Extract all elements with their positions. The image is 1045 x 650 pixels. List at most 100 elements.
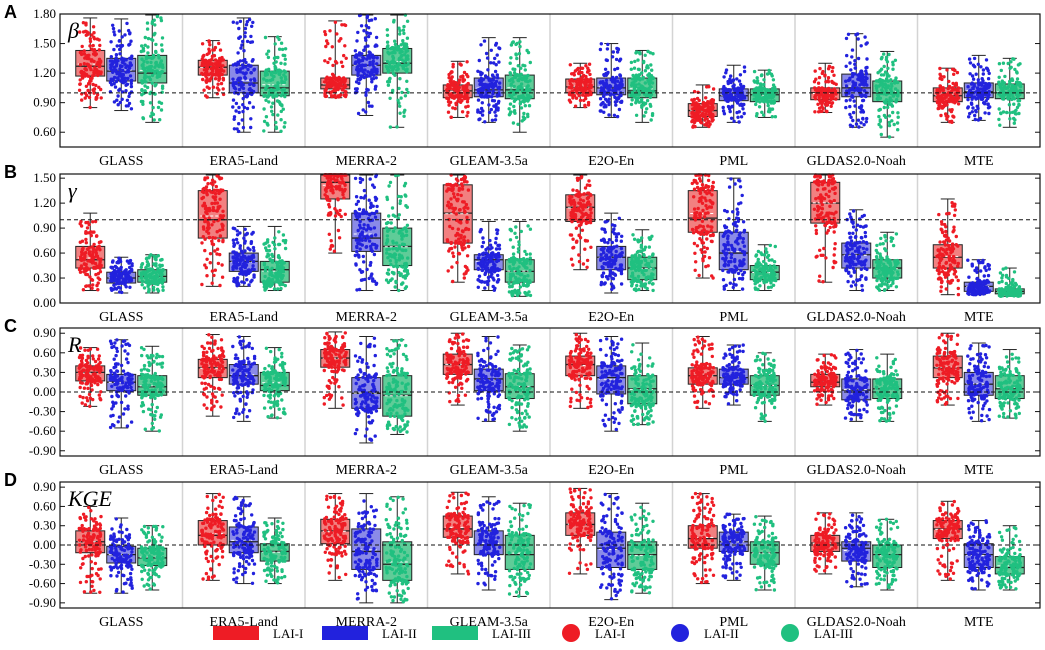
scatter-point bbox=[952, 115, 956, 119]
scatter-point bbox=[614, 88, 618, 92]
scatter-point bbox=[238, 70, 242, 74]
scatter-point bbox=[111, 70, 115, 75]
scatter-point bbox=[279, 118, 283, 122]
scatter-point bbox=[890, 104, 895, 108]
scatter-point bbox=[367, 276, 371, 281]
scatter-point bbox=[245, 39, 250, 44]
scatter-point bbox=[327, 85, 332, 89]
scatter-point bbox=[389, 221, 393, 225]
scatter-point bbox=[82, 267, 86, 271]
scatter-point bbox=[147, 55, 151, 60]
scatter-point bbox=[368, 60, 372, 64]
scatter-point bbox=[584, 76, 588, 81]
scatter-point bbox=[449, 70, 454, 74]
scatter-point bbox=[405, 270, 409, 274]
scatter-point bbox=[231, 98, 236, 102]
scatter-point bbox=[580, 76, 584, 80]
scatter-point bbox=[144, 266, 148, 270]
scatter-point bbox=[574, 96, 579, 100]
scatter-point bbox=[736, 115, 740, 120]
scatter-point bbox=[151, 112, 156, 117]
scatter-point bbox=[219, 188, 223, 192]
scatter-point bbox=[128, 32, 132, 36]
scatter-point bbox=[85, 226, 90, 230]
scatter-point bbox=[354, 263, 358, 267]
scatter-point bbox=[355, 87, 359, 91]
scatter-point bbox=[218, 283, 222, 288]
scatter-point bbox=[582, 90, 587, 95]
scatter-point bbox=[768, 110, 772, 114]
scatter-point bbox=[446, 110, 451, 114]
scatter-point bbox=[508, 61, 512, 65]
scatter-point bbox=[742, 111, 746, 116]
scatter-point bbox=[112, 47, 116, 52]
scatter-point bbox=[637, 73, 642, 77]
scatter-point bbox=[252, 83, 256, 88]
scatter-point bbox=[1009, 78, 1014, 82]
scatter-point bbox=[215, 209, 219, 213]
scatter-point bbox=[88, 105, 92, 110]
scatter-point bbox=[96, 288, 100, 292]
scatter-point bbox=[328, 57, 332, 61]
scatter-point bbox=[822, 99, 826, 103]
scatter-point bbox=[366, 34, 371, 39]
scatter-point bbox=[844, 93, 848, 97]
scatter-point bbox=[359, 232, 363, 236]
scatter-point bbox=[367, 26, 371, 30]
scatter-point bbox=[117, 256, 121, 260]
scatter-point bbox=[643, 53, 647, 57]
scatter-point bbox=[368, 63, 372, 67]
scatter-point bbox=[760, 73, 764, 77]
scatter-point bbox=[707, 113, 711, 117]
scatter-point bbox=[237, 105, 241, 110]
scatter-point bbox=[524, 252, 529, 256]
scatter-point bbox=[967, 57, 972, 61]
scatter-point bbox=[522, 100, 526, 104]
box-glass-lai-i bbox=[75, 17, 106, 110]
scatter-point bbox=[115, 98, 119, 102]
scatter-point bbox=[243, 233, 248, 237]
scatter-point bbox=[236, 51, 240, 55]
scatter-point bbox=[484, 251, 488, 255]
scatter-point bbox=[405, 19, 410, 23]
scatter-point bbox=[599, 42, 603, 46]
scatter-point bbox=[391, 247, 395, 251]
scatter-point bbox=[844, 79, 848, 83]
scatter-point bbox=[153, 275, 157, 280]
scatter-point bbox=[516, 122, 520, 127]
scatter-point bbox=[84, 241, 89, 245]
scatter-point bbox=[484, 256, 488, 260]
scatter-point bbox=[393, 285, 397, 289]
scatter-point bbox=[148, 101, 153, 105]
scatter-point bbox=[359, 195, 363, 200]
scatter-point bbox=[731, 84, 735, 89]
scatter-point bbox=[877, 122, 881, 127]
scatter-point bbox=[127, 261, 131, 265]
scatter-point bbox=[365, 15, 369, 20]
scatter-point bbox=[496, 251, 501, 256]
scatter-point bbox=[844, 36, 849, 41]
scatter-point bbox=[118, 47, 122, 52]
scatter-point bbox=[234, 109, 238, 113]
scatter-point bbox=[240, 63, 245, 67]
scatter-point bbox=[160, 49, 164, 53]
box-gldas2.0-noah-lai-ii bbox=[841, 32, 872, 129]
scatter-point bbox=[494, 236, 498, 241]
scatter-point bbox=[862, 123, 866, 127]
category-label: GLASS bbox=[99, 154, 143, 169]
scatter-point bbox=[145, 85, 150, 90]
scatter-point bbox=[721, 105, 725, 110]
scatter-point bbox=[877, 97, 881, 101]
scatter-point bbox=[364, 24, 368, 28]
scatter-point bbox=[360, 270, 365, 274]
scatter-point bbox=[938, 102, 942, 106]
scatter-point bbox=[598, 97, 603, 101]
scatter-point bbox=[339, 181, 344, 185]
scatter-point bbox=[385, 33, 390, 37]
scatter-point bbox=[147, 68, 152, 73]
scatter-point bbox=[236, 241, 240, 245]
scatter-point bbox=[343, 187, 347, 192]
scatter-point bbox=[354, 195, 359, 199]
scatter-point bbox=[339, 60, 344, 64]
